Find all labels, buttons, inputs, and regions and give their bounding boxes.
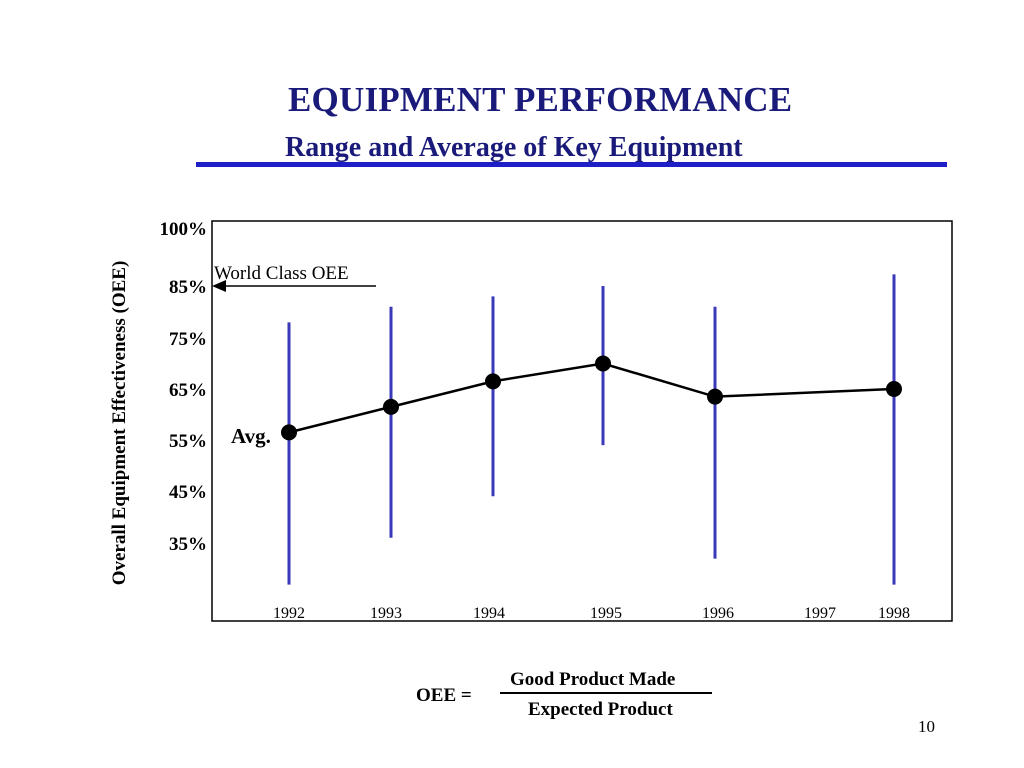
y-tick-label: 75% (169, 329, 207, 350)
y-tick-label: 45% (169, 482, 207, 503)
y-tick-label: 35% (169, 534, 207, 555)
x-tick-label: 1996 (702, 605, 734, 622)
world-class-label: World Class OEE (214, 263, 349, 284)
world-class-arrow-head (212, 280, 226, 292)
x-tick-label: 1995 (590, 605, 622, 622)
y-tick-label: 85% (169, 277, 207, 298)
oee-formula-fraction-bar (500, 692, 712, 694)
y-axis-title: Overall Equipment Effectiveness (OEE) (109, 260, 130, 586)
plot-frame (211, 220, 953, 622)
oee-formula-lhs: OEE = (416, 685, 472, 706)
avg-label: Avg. (231, 424, 271, 448)
y-tick-label: 100% (160, 219, 208, 240)
y-tick-label: 65% (169, 380, 207, 401)
title-underline (196, 162, 947, 167)
x-tick-label: 1992 (273, 605, 305, 622)
x-tick-label: 1997 (804, 605, 836, 622)
oee-formula-numerator: Good Product Made (510, 669, 676, 690)
average-point (383, 398, 399, 415)
x-tick-label: 1993 (370, 605, 402, 622)
oee-formula-denominator: Expected Product (528, 699, 673, 720)
slide-subtitle: Range and Average of Key Equipment (285, 132, 743, 163)
y-tick-label: 55% (169, 431, 207, 452)
x-tick-label: 1994 (473, 605, 505, 622)
page-number: 10 (918, 717, 935, 736)
average-point (707, 388, 723, 405)
slide-title: EQUIPMENT PERFORMANCE (288, 80, 793, 119)
average-point (595, 355, 611, 372)
average-point (886, 381, 902, 397)
average-point (281, 424, 297, 441)
average-line (288, 362, 895, 434)
x-tick-label: 1998 (878, 605, 910, 622)
average-point (485, 373, 501, 390)
